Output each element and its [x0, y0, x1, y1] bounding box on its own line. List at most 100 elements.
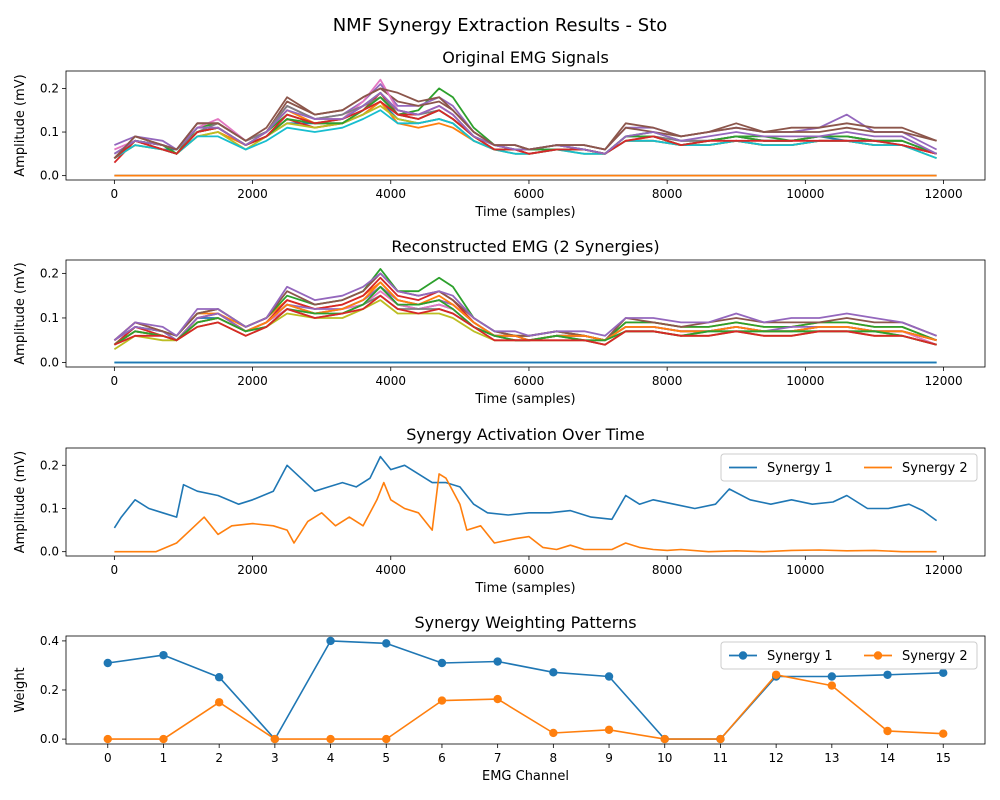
data-point — [493, 694, 502, 704]
axes-frame — [65, 70, 986, 181]
chart-3: Synergy 1 Synergy 2 — [62, 447, 986, 560]
series-line-16 — [113, 87, 937, 159]
data-point — [883, 670, 892, 679]
data-point — [437, 658, 447, 668]
x-tick-label: 6000 — [514, 374, 545, 388]
x-tick-label: 8 — [550, 751, 558, 765]
x-tick-label: 10000 — [786, 374, 824, 388]
y-tick-label: 0.0 — [40, 545, 59, 559]
x-tick-label: 8000 — [652, 187, 683, 201]
series-line-15 — [113, 272, 937, 341]
data-point — [939, 668, 948, 678]
data-point — [604, 672, 614, 681]
y-tick-label: 0.2 — [40, 683, 59, 697]
x-tick-label: 2 — [215, 751, 223, 765]
y-tick-label: 0.0 — [40, 169, 59, 183]
x-tick-label: 2000 — [237, 374, 268, 388]
y-tick-label: 0.2 — [40, 458, 59, 472]
series-line-9 — [113, 299, 937, 350]
data-point — [604, 725, 614, 734]
x-tick-label: 2000 — [237, 187, 268, 201]
series-line-1 — [107, 640, 944, 740]
x-tick-label: 3 — [271, 751, 279, 765]
x-tick-label: 1 — [160, 751, 168, 765]
x-tick-label: 4000 — [375, 563, 406, 577]
x-tick-label: 15 — [936, 751, 951, 765]
x-axis-label: Time (samples) — [474, 581, 575, 596]
data-point — [382, 639, 391, 648]
chart-4: Synergy 1 Synergy 2 — [62, 635, 986, 748]
series-line-8 — [113, 294, 937, 346]
y-tick-label: 0.2 — [40, 81, 59, 95]
series-line-1 — [113, 455, 938, 529]
y-axis-label: Amplitude (mV) — [13, 262, 28, 364]
data-point — [103, 658, 112, 668]
x-tick-label: 0 — [111, 374, 119, 388]
x-tick-label: 5 — [382, 751, 390, 765]
x-tick-label: 12 — [768, 751, 783, 765]
data-point — [827, 672, 837, 681]
series-line-2 — [114, 473, 937, 553]
data-point — [103, 734, 112, 744]
y-tick-label: 0.4 — [40, 634, 59, 648]
y-tick-label: 0.0 — [40, 732, 59, 746]
x-tick-label: 10000 — [786, 563, 824, 577]
legend-entry: Synergy 2 — [902, 649, 968, 664]
y-tick-label: 0.0 — [40, 356, 59, 370]
data-point — [660, 734, 669, 744]
axes-frame — [65, 447, 986, 557]
data-point — [326, 734, 335, 744]
x-tick-label: 9 — [605, 751, 613, 765]
series-line-3 — [113, 267, 937, 346]
y-axis-label: Amplitude (mV) — [13, 451, 28, 553]
y-tick-label: 0.1 — [40, 125, 59, 139]
x-tick-label: 4000 — [375, 187, 406, 201]
legend-entry: Synergy 1 — [767, 649, 833, 664]
axes-frame — [65, 259, 986, 368]
x-tick-label: 14 — [880, 751, 895, 765]
series-line-7 — [114, 78, 937, 155]
legend: Synergy 1 Synergy 2 — [720, 453, 978, 482]
x-tick-label: 0 — [104, 751, 112, 765]
legend-entry: Synergy 1 — [767, 461, 833, 476]
y-axis-label: Amplitude (mV) — [13, 74, 28, 176]
legend-marker — [873, 651, 883, 660]
x-tick-label: 6000 — [514, 563, 545, 577]
x-tick-label: 4000 — [375, 374, 406, 388]
x-tick-label: 11 — [713, 751, 728, 765]
data-point — [939, 729, 948, 738]
x-tick-label: 6000 — [514, 187, 545, 201]
x-tick-label: 0 — [111, 563, 119, 577]
x-axis-label: EMG Channel — [482, 769, 569, 784]
chart-2 — [62, 259, 986, 371]
chart-1 — [62, 70, 986, 184]
figure-title: NMF Synergy Extraction Results - Sto — [333, 15, 668, 36]
series-line-14 — [114, 294, 937, 346]
data-point — [214, 673, 224, 682]
data-point — [771, 670, 781, 679]
series-line-15 — [113, 91, 938, 155]
legend-marker — [738, 651, 748, 660]
data-point — [549, 728, 558, 738]
data-point — [883, 726, 892, 736]
series-line-13 — [113, 285, 937, 346]
legend: Synergy 1 Synergy 2 — [720, 641, 978, 670]
x-tick-label: 4 — [327, 751, 335, 765]
x-tick-label: 12000 — [924, 563, 962, 577]
data-point — [437, 696, 447, 705]
data-point — [827, 681, 837, 690]
y-axis-label: Weight — [13, 667, 28, 712]
x-axis-label: Time (samples) — [474, 392, 575, 407]
x-tick-label: 10000 — [786, 187, 824, 201]
chart-title: Original EMG Signals — [442, 48, 609, 67]
x-axis-label: Time (samples) — [474, 205, 575, 220]
series-line-10 — [113, 109, 937, 160]
chart-title: Synergy Activation Over Time — [406, 425, 645, 444]
x-tick-label: 12000 — [924, 374, 962, 388]
x-tick-label: 8000 — [652, 563, 683, 577]
data-point — [382, 734, 391, 744]
x-tick-label: 7 — [494, 751, 502, 765]
x-tick-label: 8000 — [652, 374, 683, 388]
data-point — [493, 657, 502, 666]
